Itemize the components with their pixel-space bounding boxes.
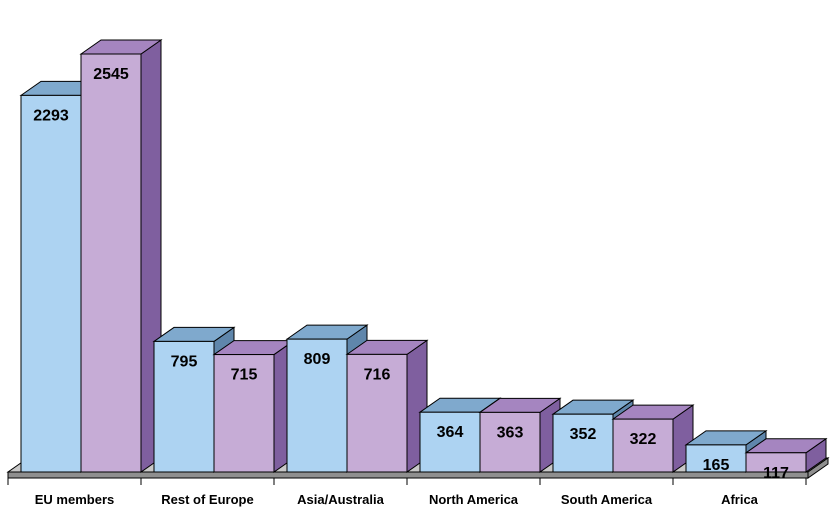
data-label: 117 [763,465,789,482]
data-label: 364 [437,424,464,441]
bar-1-1 [212,339,296,473]
category-label: Rest of Europe [161,492,253,507]
bar-0-1 [79,39,163,473]
category-label: Africa [721,492,759,507]
data-label: 352 [570,426,597,443]
x-axis [7,478,807,485]
data-label: 715 [231,367,258,384]
bar-4-1 [611,404,695,473]
bar-5-1 [744,437,828,473]
data-label: 322 [630,431,657,448]
category-labels: EU members Rest of Europe Asia/Australia No… [35,492,759,507]
data-label: 795 [171,353,198,370]
category-label: EU members [35,492,114,507]
data-label: 2545 [93,66,129,83]
data-label: 809 [304,351,331,368]
data-labels: 2293 2545 795 715 809 716 364 363 352 322 165 117 [33,66,789,482]
data-label: 165 [703,457,730,474]
floor-front [7,471,809,479]
category-label: South America [561,492,653,507]
bar-2-1 [345,339,429,473]
data-label: 716 [364,366,391,383]
bars [19,39,828,473]
floor-side [807,457,829,479]
category-label: North America [429,492,519,507]
category-label: Asia/Australia [297,492,384,507]
data-label: 363 [497,424,524,441]
data-label: 2293 [33,107,69,124]
